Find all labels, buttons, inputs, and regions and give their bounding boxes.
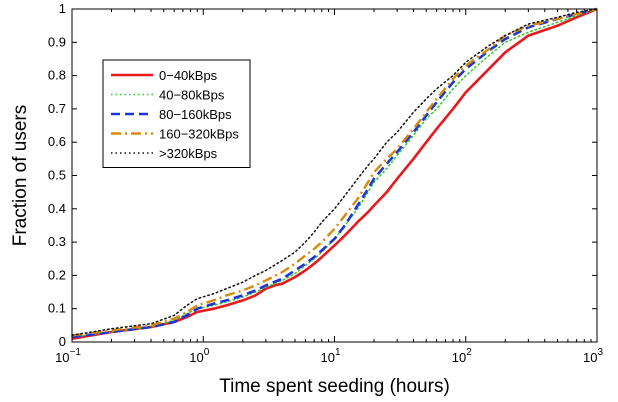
- y-tick-label: 0.3: [48, 234, 66, 249]
- y-tick-labels: 0 0.1 0.2 0.3 0.4 0.5 0.6 0.7 0.8 0.9 1: [48, 1, 66, 349]
- y-tick-label: 0.1: [48, 301, 66, 316]
- y-tick-label: 1: [59, 1, 66, 16]
- legend-label-2: 80−160kBps: [159, 107, 232, 122]
- legend-label-3: 160−320kBps: [159, 127, 239, 142]
- y-tick-label: 0.9: [48, 34, 66, 49]
- series-line-1: [71, 8, 598, 338]
- plot-frame: [71, 8, 598, 343]
- y-tick-label: 0: [59, 334, 66, 349]
- y-tick-label: 0.7: [48, 101, 66, 116]
- y-tick-label: 0.8: [48, 68, 66, 83]
- legend-label-4: >320kBps: [159, 146, 218, 161]
- x-tick-label: 102: [452, 347, 472, 365]
- x-tick-label: 103: [583, 347, 603, 365]
- series-line-4: [71, 8, 598, 337]
- legend-label-0: 0−40kBps: [159, 68, 218, 83]
- series-lines: [71, 7, 598, 340]
- legend-label-1: 40−80kBps: [159, 88, 225, 103]
- y-tick-label: 0.2: [48, 267, 66, 282]
- y-tick-label: 0.6: [48, 134, 66, 149]
- y-axis-label: Fraction of users: [10, 105, 31, 247]
- x-tick-labels: 10−1 100 101 102 103: [55, 347, 603, 365]
- x-axis-label: Time spent seeding (hours): [219, 376, 450, 397]
- y-tick-label: 0.5: [48, 168, 66, 183]
- x-tick-label: 10−1: [55, 347, 81, 365]
- x-tick-label: 100: [189, 347, 209, 365]
- axis-ticks: [71, 8, 598, 343]
- y-tick-label: 0.4: [48, 201, 66, 216]
- series-line-0: [71, 7, 598, 340]
- series-line-2: [71, 7, 598, 339]
- series-line-3: [71, 7, 598, 337]
- legend: 0−40kBps 40−80kBps 80−160kBps 160−320kBps >3…: [102, 59, 251, 168]
- x-tick-label: 101: [320, 347, 340, 365]
